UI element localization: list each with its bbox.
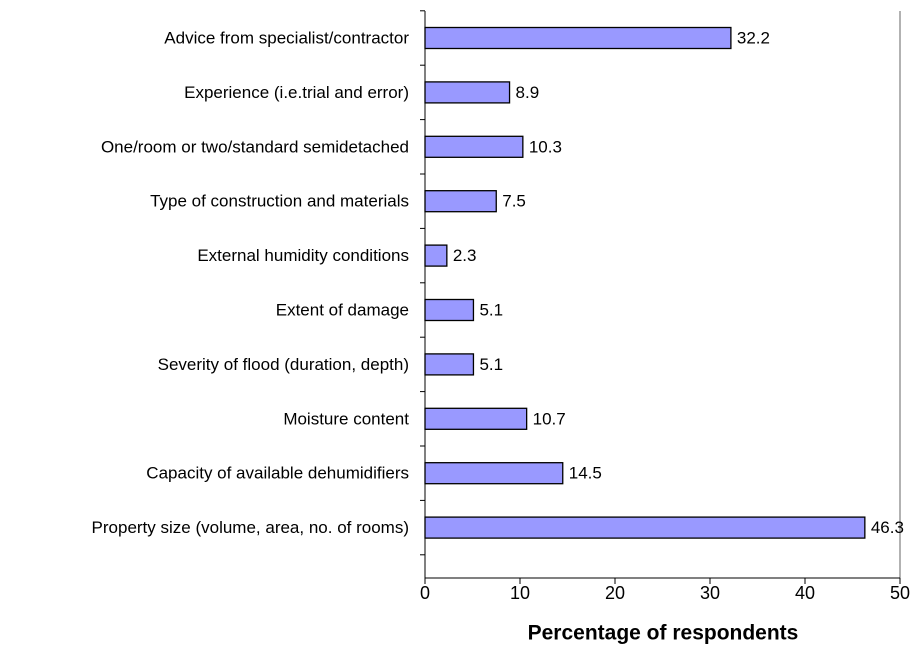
y-tick-label: Experience (i.e.trial and error): [184, 83, 409, 102]
y-tick-label: Property size (volume, area, no. of room…: [92, 518, 409, 537]
y-tick-label: Extent of damage: [276, 300, 409, 319]
value-label: 2.3: [453, 246, 477, 265]
bar: [424, 190, 497, 213]
y-tick-label: Advice from specialist/contractor: [164, 28, 409, 47]
x-tick-label: 40: [795, 583, 815, 603]
bar: [424, 407, 528, 430]
x-tick-label: 30: [700, 583, 720, 603]
y-tick-label: Type of construction and materials: [150, 192, 409, 211]
x-tick-label: 10: [510, 583, 530, 603]
value-label: 5.1: [479, 300, 503, 319]
value-label: 7.5: [502, 192, 526, 211]
y-tick-label: Severity of flood (duration, depth): [158, 355, 409, 374]
y-tick-label: External humidity conditions: [197, 246, 409, 265]
value-label: 14.5: [569, 464, 602, 483]
bar: [424, 135, 524, 158]
x-axis-title: Percentage of respondents: [528, 622, 799, 645]
y-tick-label: One/room or two/standard semidetached: [101, 137, 409, 156]
value-label: 8.9: [516, 83, 540, 102]
value-label: 10.7: [533, 409, 566, 428]
y-tick-label: Moisture content: [283, 409, 409, 428]
x-tick-label: 0: [420, 583, 430, 603]
bar: [424, 353, 475, 376]
value-label: 5.1: [479, 355, 503, 374]
value-label: 32.2: [737, 28, 770, 47]
bar: [424, 516, 866, 539]
bar: [424, 244, 448, 267]
value-label: 46.3: [871, 518, 904, 537]
bar: [424, 462, 564, 485]
bar: [424, 26, 732, 50]
bar: [424, 81, 511, 104]
y-tick-label: Capacity of available dehumidifiers: [146, 464, 409, 483]
bar: [424, 298, 475, 322]
value-label: 10.3: [529, 137, 562, 156]
x-tick-label: 50: [890, 583, 910, 603]
x-tick-label: 20: [605, 583, 625, 603]
